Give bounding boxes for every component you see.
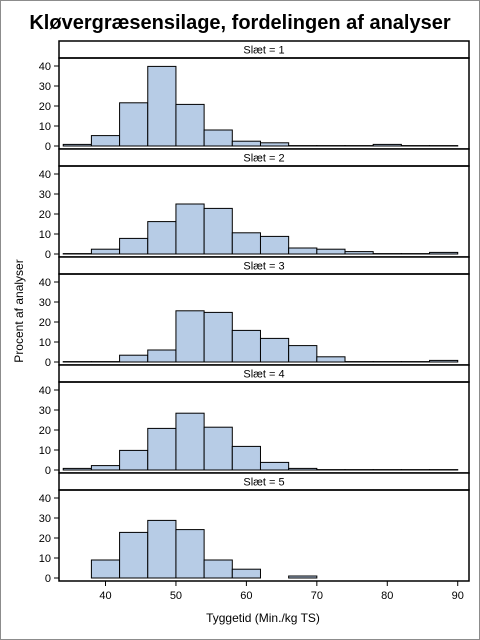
histogram-bar <box>316 356 346 363</box>
x-tick-label: 60 <box>240 590 252 602</box>
y-axis-label: Procent af analyser <box>12 259 26 362</box>
y-tick-label: 30 <box>39 513 51 525</box>
histogram-bar <box>231 140 261 147</box>
histogram-bar <box>147 221 177 255</box>
histogram-bar <box>90 135 121 147</box>
histogram-bar <box>231 445 261 471</box>
x-tick-label: 70 <box>311 590 323 602</box>
panel-5: Slæt = 5 0 10 20 30 40 <box>39 472 470 585</box>
histogram-bar <box>288 467 318 471</box>
x-tick-label: 50 <box>170 590 182 602</box>
histogram-bar <box>90 248 121 255</box>
histogram-bar <box>175 529 205 579</box>
histogram-bar <box>119 102 149 147</box>
histogram-bar <box>259 235 290 255</box>
y-tick-label: 10 <box>39 445 51 457</box>
histogram-bar <box>288 247 318 255</box>
histogram-bar <box>429 359 459 363</box>
histogram-bar <box>147 427 177 471</box>
histogram-bar <box>203 311 233 363</box>
histogram-bar <box>147 349 177 363</box>
x-tick-label: 40 <box>99 590 111 602</box>
histogram-bar <box>119 354 149 363</box>
y-tick-label: 20 <box>39 317 51 329</box>
y-tick-label: 30 <box>39 405 51 417</box>
histogram-bar <box>175 310 205 363</box>
y-tick-label: 0 <box>45 357 51 369</box>
y-tick-label: 40 <box>39 385 51 397</box>
y-tick-label: 20 <box>39 101 51 113</box>
histogram-bar <box>175 412 205 471</box>
histogram-bar <box>90 559 121 579</box>
histogram-bar <box>175 203 205 255</box>
x-axis: 40 50 60 70 80 90 <box>99 581 464 602</box>
y-tick-label: 10 <box>39 121 51 133</box>
histogram-bar <box>231 568 261 579</box>
x-axis-label: Tyggetid (Min./kg TS) <box>206 611 320 625</box>
histogram-bar <box>288 575 318 579</box>
histogram-bar <box>90 465 121 471</box>
histogram-bar <box>259 461 290 471</box>
histogram-bar <box>344 251 374 255</box>
panel-2: Slæt = 2 0 10 20 30 40 <box>39 148 470 261</box>
x-tick-label: 80 <box>381 590 393 602</box>
y-tick-label: 10 <box>39 337 51 349</box>
histogram-bar <box>231 232 261 255</box>
histogram-bar <box>372 143 402 147</box>
histogram-bar <box>429 251 459 255</box>
y-tick-label: 20 <box>39 209 51 221</box>
panel-strip-label: Slæt = 1 <box>243 45 284 57</box>
histogram-bar <box>231 329 261 363</box>
y-tick-label: 0 <box>45 573 51 585</box>
histogram-bar <box>147 519 177 579</box>
panel-strip-label: Slæt = 4 <box>243 369 284 381</box>
histogram-bar <box>119 449 149 471</box>
histogram-bar <box>175 103 205 147</box>
panel-plot-frame <box>58 489 470 582</box>
y-tick-label: 30 <box>39 81 51 93</box>
histogram-bar <box>203 129 233 147</box>
y-tick-label: 40 <box>39 61 51 73</box>
histogram-bar <box>259 142 290 147</box>
y-tick-label: 0 <box>45 465 51 477</box>
histogram-bar <box>62 467 92 471</box>
y-tick-label: 30 <box>39 189 51 201</box>
y-tick-label: 10 <box>39 229 51 241</box>
histogram-bar <box>119 531 149 579</box>
panel-strip-label: Slæt = 3 <box>243 261 284 273</box>
histogram-bar <box>259 337 290 363</box>
y-tick-label: 40 <box>39 277 51 289</box>
y-tick-label: 10 <box>39 553 51 565</box>
histogram-bar <box>203 207 233 255</box>
panel-strip-label: Slæt = 5 <box>243 477 284 489</box>
histogram-bar <box>203 426 233 471</box>
y-tick-label: 30 <box>39 297 51 309</box>
y-tick-label: 40 <box>39 493 51 505</box>
histogram-bar <box>288 345 318 363</box>
panel-4: Slæt = 4 0 10 20 30 40 <box>39 364 470 477</box>
histogram-bar <box>147 65 177 147</box>
histogram-bar <box>316 248 346 255</box>
histogram-bar <box>119 237 149 255</box>
y-tick-label: 0 <box>45 141 51 153</box>
panel-1: Slæt = 1 0 10 20 30 40 <box>39 40 470 153</box>
x-tick-label: 90 <box>452 590 464 602</box>
y-tick-label: 40 <box>39 169 51 181</box>
y-tick-label: 20 <box>39 533 51 545</box>
panel-strip-label: Slæt = 2 <box>243 153 284 165</box>
panel-3: Slæt = 3 0 10 20 30 40 <box>39 256 470 369</box>
y-tick-label: 20 <box>39 425 51 437</box>
y-tick-label: 0 <box>45 249 51 261</box>
histogram-bar <box>203 559 233 579</box>
chart-title: Kløvergræsensilage, fordelingen af analy… <box>29 12 450 34</box>
histogram-bar <box>62 143 92 147</box>
